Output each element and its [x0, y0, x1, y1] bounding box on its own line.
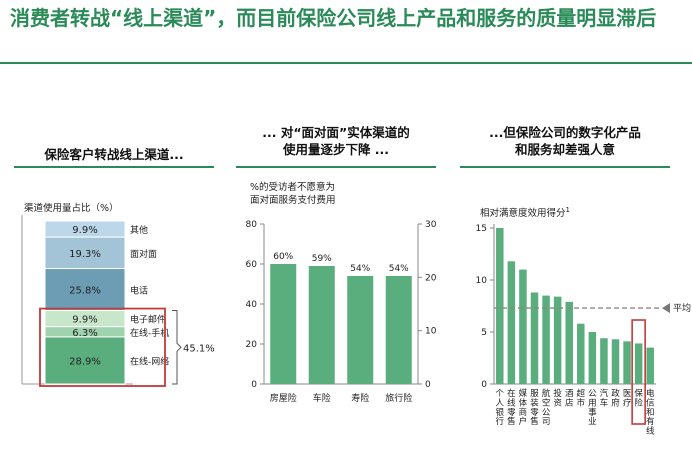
- panel3-bar-13: [646, 347, 654, 384]
- segment-name-label-4: 在线-手机: [130, 327, 169, 339]
- panel2-heading: ... 对“面对面”实体渠道的 使用量逐步下降 ...: [236, 124, 436, 158]
- panel3-category-label-7: 超市: [577, 388, 586, 408]
- panel3-heading: ...但保险公司的数字化产品 和服务却差强人意: [460, 124, 670, 158]
- panel2-y2tick-label-0: 0: [425, 380, 431, 390]
- panel3-bar-9: [600, 338, 608, 384]
- panel3-bar-5: [553, 296, 562, 384]
- panel3-category-label-5: 投资: [553, 388, 562, 408]
- panel3-bar-2: [519, 269, 527, 384]
- panel2-ylabel-line1: %的受访者不愿意为: [250, 182, 336, 193]
- panel3-heading-line2: 和服务却差强人意: [514, 142, 615, 157]
- panel2-value-label-0: 60%: [273, 252, 293, 262]
- panel3-bar-8: [588, 332, 597, 384]
- segment-name-label-0: 其他: [130, 224, 148, 236]
- segment-value-label-4: 6.3%: [72, 328, 97, 339]
- panel2-y2tick-label-3: 30: [425, 220, 437, 230]
- panel2-y2tick-label-1: 10: [425, 327, 437, 337]
- panel1-ylabel: 渠道使用量占比（%）: [24, 203, 119, 214]
- panel3-bar-11: [623, 341, 631, 384]
- panel2-heading-rule: [236, 166, 436, 168]
- panel3-category-label-9: 汽车: [600, 388, 609, 408]
- panel3-category-label-1: 在线零售: [507, 388, 516, 427]
- average-label: 平均: [673, 302, 691, 314]
- panel2-category-label-2: 寿险: [351, 392, 369, 404]
- panel2-category-label-0: 房屋险: [270, 392, 297, 404]
- stack-segment-1: [44, 236, 126, 270]
- panel2-ytick-label-3: 60: [246, 260, 258, 270]
- panel2-ytick-label-2: 40: [246, 300, 258, 310]
- segment-value-label-0: 9.9%: [72, 225, 97, 236]
- panel3-category-label-0: 个人银行: [496, 389, 505, 427]
- panel3-heading-line1: ...但保险公司的数字化产品: [489, 125, 641, 140]
- online-brace: [172, 310, 182, 385]
- panel3-ytick-label-0: 0: [481, 380, 487, 390]
- panel3-bar-7: [577, 323, 585, 384]
- segment-name-label-3: 电子邮件: [130, 314, 166, 326]
- panel2-bar-1: [308, 266, 335, 384]
- stack-segment-2: [44, 268, 126, 312]
- panel3-bar-6: [565, 301, 573, 384]
- panel3-category-label-12: 保险: [634, 388, 643, 408]
- panel2-ylabel: %的受访者不愿意为 面对面服务支付费用: [250, 181, 336, 207]
- panel2-category-label-3: 旅行险: [385, 392, 412, 404]
- online-total-label: 45.1%: [183, 343, 215, 354]
- panel3-category-label-11: 医疗: [623, 389, 632, 408]
- panel2-ylabel-line2: 面对面服务支付费用: [250, 195, 336, 206]
- panel3-bar-0: [496, 228, 504, 384]
- panel2-value-label-3: 54%: [389, 264, 409, 274]
- panel3-bar-3: [530, 292, 539, 384]
- panel2-heading-line2: 使用量逐步下降 ...: [282, 142, 390, 157]
- title-divider: [0, 62, 692, 64]
- panel3-category-label-4: 航空公司: [542, 388, 551, 427]
- panel3-ylabel-footnote: 1: [565, 206, 570, 214]
- panel2-value-label-1: 59%: [312, 254, 332, 264]
- panel3-category-label-8: 公用事业: [588, 389, 597, 427]
- panel2-bar-2: [347, 276, 374, 384]
- online-highlight-box: [39, 307, 166, 387]
- segment-name-label-1: 面对面: [130, 248, 157, 260]
- panel3-heading-rule: [460, 166, 670, 168]
- panel3-bar-1: [507, 261, 516, 384]
- panel2-y2tick-label-2: 20: [425, 273, 437, 283]
- panel3-bar-4: [542, 295, 550, 384]
- panel3-category-label-6: 酒店: [565, 389, 574, 408]
- panel3-bar-10: [611, 339, 620, 384]
- panel2-ytick-label-0: 0: [251, 380, 257, 390]
- panel3-ytick-label-2: 10: [476, 276, 488, 286]
- panel3-category-label-3: 服装零售: [530, 389, 539, 427]
- panel3-ytick-label-1: 5: [481, 328, 487, 338]
- average-arrow: [662, 303, 670, 314]
- panel2-ytick-label-1: 20: [246, 340, 258, 350]
- insurance-highlight-box: [631, 319, 646, 425]
- panel3-bar-12: [634, 343, 643, 384]
- panel2-heading-line1: ... 对“面对面”实体渠道的: [262, 125, 410, 140]
- panel3-ylabel-text: 相对满意度效用得分: [480, 208, 566, 220]
- segment-value-label-2: 25.8%: [69, 286, 101, 297]
- panel3-category-label-2: 媒体商户: [519, 389, 528, 427]
- panel3-category-label-10: 政府: [611, 388, 620, 408]
- segment-value-label-5: 28.9%: [69, 356, 101, 367]
- panel2-bar-3: [385, 276, 412, 384]
- panel2-ytick-label-4: 80: [246, 220, 258, 230]
- segment-value-label-1: 19.3%: [69, 249, 101, 260]
- stack-segment-5: [44, 336, 126, 385]
- panel2-bar-0: [270, 264, 297, 384]
- panel3-ylabel: 相对满意度效用得分1: [480, 204, 570, 220]
- panel1-heading: 保险客户转战线上渠道...: [44, 147, 184, 162]
- panel3-ytick-label-3: 15: [476, 224, 487, 234]
- panel1-heading-rule: [14, 166, 214, 168]
- panel2-category-label-1: 车险: [313, 392, 331, 404]
- page-title: 消费者转战“线上渠道”，而目前保险公司线上产品和服务的质量明显滞后: [10, 6, 657, 30]
- segment-value-label-3: 9.9%: [72, 315, 97, 326]
- segment-name-label-5: 在线-网络: [130, 355, 169, 367]
- panel3-category-label-13: 电信和有线: [646, 388, 655, 437]
- segment-name-label-2: 电话: [130, 285, 148, 297]
- panel2-value-label-2: 54%: [350, 264, 370, 274]
